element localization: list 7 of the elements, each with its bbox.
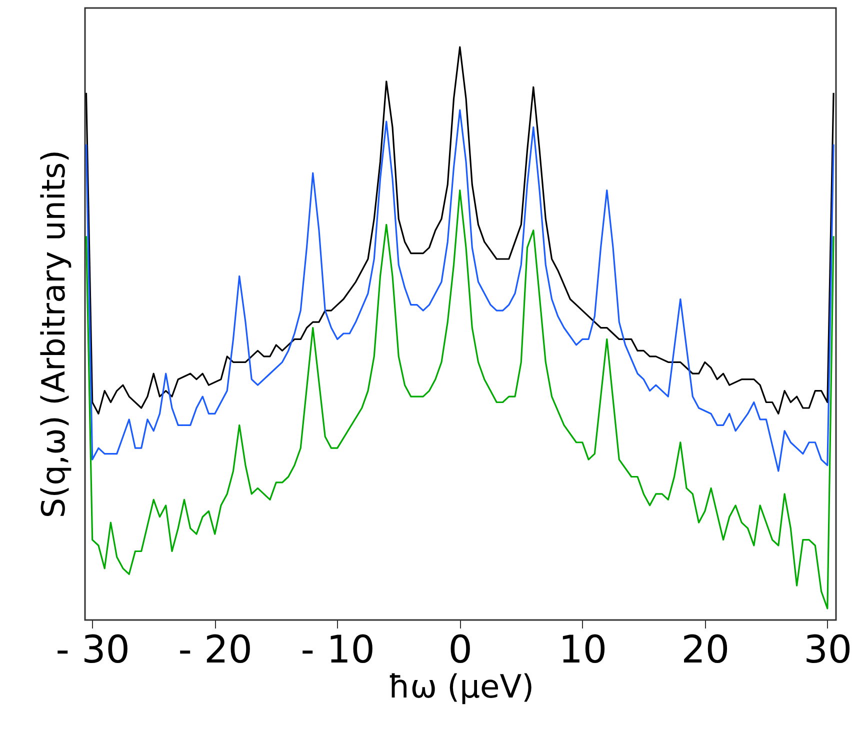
x-tick-label: 20	[681, 628, 730, 672]
x-tick-label: - 20	[178, 628, 252, 672]
x-tick-label: 30	[804, 628, 852, 672]
x-tick-label: - 10	[300, 628, 375, 672]
y-axis-title: S(q,ω) (Arbitrary units)	[34, 150, 72, 518]
x-tick-label: - 30	[56, 628, 130, 672]
x-tick-label: 10	[558, 628, 608, 672]
